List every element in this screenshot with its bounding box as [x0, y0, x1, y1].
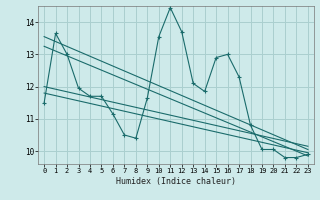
- X-axis label: Humidex (Indice chaleur): Humidex (Indice chaleur): [116, 177, 236, 186]
